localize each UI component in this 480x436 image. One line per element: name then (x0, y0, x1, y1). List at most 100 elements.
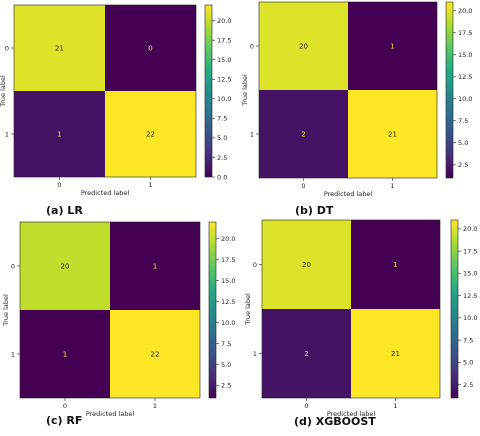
cell-value-label: 20 (299, 43, 308, 51)
colorbar (450, 219, 459, 399)
y-axis-label: True label (241, 74, 249, 107)
colorbar-tick-label: 15.0 (217, 56, 231, 64)
matrix-cell-0-0 (14, 5, 105, 91)
x-tick-label: 1 (148, 181, 152, 189)
x-tick-label: 1 (390, 182, 394, 190)
colorbar-tick-label: 2.5 (458, 161, 468, 169)
colorbar-tick-label: 20.0 (221, 235, 235, 243)
x-axis-label: Predicted label (86, 410, 134, 418)
colorbar-tick-label: 20.0 (217, 17, 231, 25)
cell-value-label: 20 (302, 261, 311, 269)
x-tick-label: 1 (153, 402, 157, 410)
colorbar-tick-label: 7.5 (463, 336, 473, 344)
cell-value-label: 1 (390, 43, 394, 51)
y-tick-label: 0 (250, 42, 254, 50)
x-tick-label: 1 (393, 402, 397, 410)
matrix-cell-0-0 (262, 220, 351, 309)
colorbar-tick-label: 7.5 (221, 340, 231, 348)
y-tick-label: 0 (5, 44, 9, 52)
panel-caption: (d) XGBOOST (294, 415, 376, 428)
matrix-cell-0-0 (259, 2, 348, 90)
panel-caption: (b) DT (295, 204, 334, 217)
matrix-cell-1-0 (20, 310, 110, 398)
y-axis-label: True label (0, 75, 7, 108)
panel-caption: (c) RF (46, 414, 82, 427)
y-axis-label: True label (244, 293, 252, 326)
colorbar-tick-label: 12.5 (217, 76, 231, 84)
panel-caption: (a) LR (46, 204, 83, 217)
colorbar-tick-label: 20.0 (458, 7, 472, 15)
matrix-cell-1-1 (348, 90, 437, 178)
matrix-cell-1-0 (262, 309, 351, 398)
colorbar (204, 4, 213, 178)
y-axis-label: True label (2, 294, 10, 327)
colorbar-tick-label: 15.0 (463, 270, 477, 278)
matrix-cell-1-1 (110, 310, 200, 398)
colorbar-tick-label: 7.5 (458, 117, 468, 125)
confusion-matrix-panel-1: 20 1 2 21 0 1 0 1 Predicted label True label 2.5 5.… (241, 1, 472, 217)
matrix-cell-0-1 (351, 220, 440, 309)
y-tick-label: 0 (253, 261, 257, 269)
colorbar (445, 1, 454, 179)
colorbar-tick-label: 0.0 (217, 173, 227, 181)
y-tick-label: 1 (253, 350, 257, 358)
cell-value-label: 2 (304, 350, 308, 358)
x-tick-label: 0 (57, 181, 61, 189)
colorbar (208, 221, 217, 399)
matrix-cell-1-1 (351, 309, 440, 398)
colorbar-tick-label: 15.0 (458, 51, 472, 59)
cell-value-label: 21 (391, 350, 400, 358)
colorbar-tick-label: 7.5 (217, 115, 227, 123)
cell-value-label: 1 (393, 261, 397, 269)
x-axis-label: Predicted label (81, 189, 129, 197)
colorbar-tick-label: 12.5 (221, 298, 235, 306)
colorbar-tick-label: 5.0 (221, 361, 231, 369)
y-tick-label: 1 (5, 130, 9, 138)
colorbar-tick-label: 5.0 (217, 134, 227, 142)
matrix-cell-0-1 (105, 5, 196, 91)
cell-value-label: 20 (61, 263, 70, 271)
cell-value-label: 22 (146, 131, 155, 139)
x-axis-label: Predicted label (324, 190, 372, 198)
matrix-cell-1-1 (105, 91, 196, 177)
x-tick-label: 0 (304, 402, 308, 410)
colorbar-tick-label: 10.0 (463, 314, 477, 322)
cell-value-label: 21 (388, 131, 397, 139)
matrix-frame (258, 1, 438, 179)
colorbar-tick-label: 10.0 (217, 95, 231, 103)
colorbar-tick-label: 17.5 (217, 36, 231, 44)
x-tick-label: 0 (301, 182, 305, 190)
colorbar-tick-label: 12.5 (458, 73, 472, 81)
cell-value-label: 2 (301, 131, 305, 139)
colorbar-tick-label: 20.0 (463, 225, 477, 233)
cell-value-label: 0 (148, 45, 152, 53)
confusion-matrix-panel-0: 21 0 1 22 0 1 0 1 Predicted label True label 0.0 2.… (0, 4, 231, 217)
colorbar-tick-label: 5.0 (458, 139, 468, 147)
cell-value-label: 21 (55, 45, 64, 53)
y-tick-label: 1 (11, 350, 15, 358)
matrix-frame (19, 221, 201, 399)
matrix-frame (13, 4, 197, 178)
x-tick-label: 0 (63, 402, 67, 410)
confusion-matrix-panel-3: 20 1 2 21 0 1 0 1 Predicted label True label 2.5 5.… (244, 219, 477, 428)
colorbar-tick-label: 17.5 (458, 29, 472, 37)
colorbar-tick-label: 2.5 (217, 154, 227, 162)
matrix-cell-0-1 (110, 222, 200, 310)
cell-value-label: 1 (57, 131, 61, 139)
colorbar-tick-label: 12.5 (463, 292, 477, 300)
matrix-cell-1-0 (14, 91, 105, 177)
colorbar-tick-label: 2.5 (463, 381, 473, 389)
cell-value-label: 22 (151, 351, 160, 359)
matrix-cell-0-1 (348, 2, 437, 90)
colorbar-tick-label: 5.0 (463, 359, 473, 367)
cell-value-label: 1 (153, 263, 157, 271)
matrix-cell-0-0 (20, 222, 110, 310)
colorbar-tick-label: 10.0 (221, 319, 235, 327)
colorbar-tick-label: 17.5 (221, 256, 235, 264)
colorbar-tick-label: 2.5 (221, 382, 231, 390)
colorbar-tick-label: 17.5 (463, 247, 477, 255)
colorbar-tick-label: 10.0 (458, 95, 472, 103)
matrix-frame (261, 219, 441, 399)
x-axis-label: Predicted label (327, 410, 375, 418)
